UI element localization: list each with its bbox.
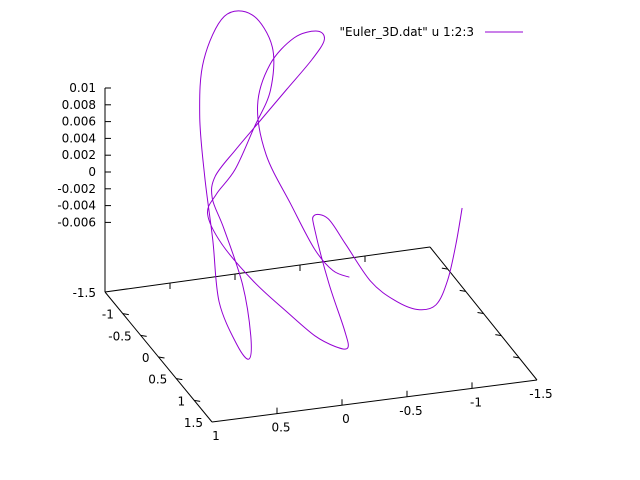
y-tick-label: 1.5 [184, 416, 203, 430]
legend-entry-label: "Euler_3D.dat" u 1:2:3 [340, 25, 474, 39]
y-tick-mark [194, 399, 201, 402]
z-tick-label: 0.006 [62, 115, 96, 129]
series-layer [199, 10, 463, 360]
frame-edge-back [104, 246, 431, 293]
z-tick-label: -0.006 [57, 215, 96, 229]
x-tick-label: 0 [342, 412, 350, 426]
y-tick-mark [495, 334, 502, 337]
z-tick-label: 0.008 [62, 98, 96, 112]
z-tick-label: 0 [88, 165, 96, 179]
z-tick-label: -0.004 [57, 199, 96, 213]
y-tick-label: -1 [102, 308, 114, 322]
z-tick-label: 0.004 [62, 131, 96, 145]
y-tick-label: 0 [142, 351, 150, 365]
z-tick-label: -0.002 [57, 182, 96, 196]
y-axis: -1.5 -1 -0.5 0 0.5 1 1.5 [73, 267, 520, 430]
z-axis: 0.01 0.008 0.006 0.004 0.002 0 -0.002 -0.004 -0.… [57, 81, 111, 292]
y-tick-mark [176, 378, 183, 381]
x-tick-label: -0.5 [399, 404, 422, 418]
x-tick-label: -1.5 [529, 387, 552, 401]
y-tick-mark [441, 267, 448, 270]
legend: "Euler_3D.dat" u 1:2:3 [340, 25, 523, 39]
y-tick-mark [140, 334, 147, 337]
y-tick-label: -1.5 [73, 286, 96, 300]
x-axis: 1 0.5 0 -0.5 -1 -1.5 [169, 256, 553, 443]
y-tick-label: 1 [178, 394, 186, 408]
frame-edge-front [211, 379, 538, 423]
z-tick-label: 0.01 [69, 81, 96, 95]
x-tick-label: 0.5 [271, 421, 290, 435]
y-tick-label: -0.5 [108, 329, 131, 343]
y-tick-mark [122, 313, 129, 316]
x-tick-label: -1 [470, 395, 482, 409]
y-tick-mark [158, 356, 165, 359]
y-tick-mark [477, 312, 484, 314]
x-tick-label: 1 [212, 429, 220, 443]
z-tick-label: 0.002 [62, 148, 96, 162]
y-tick-mark [459, 289, 466, 292]
series-line [199, 10, 463, 360]
y-tick-mark [513, 356, 520, 359]
y-tick-label: 0.5 [148, 373, 167, 387]
